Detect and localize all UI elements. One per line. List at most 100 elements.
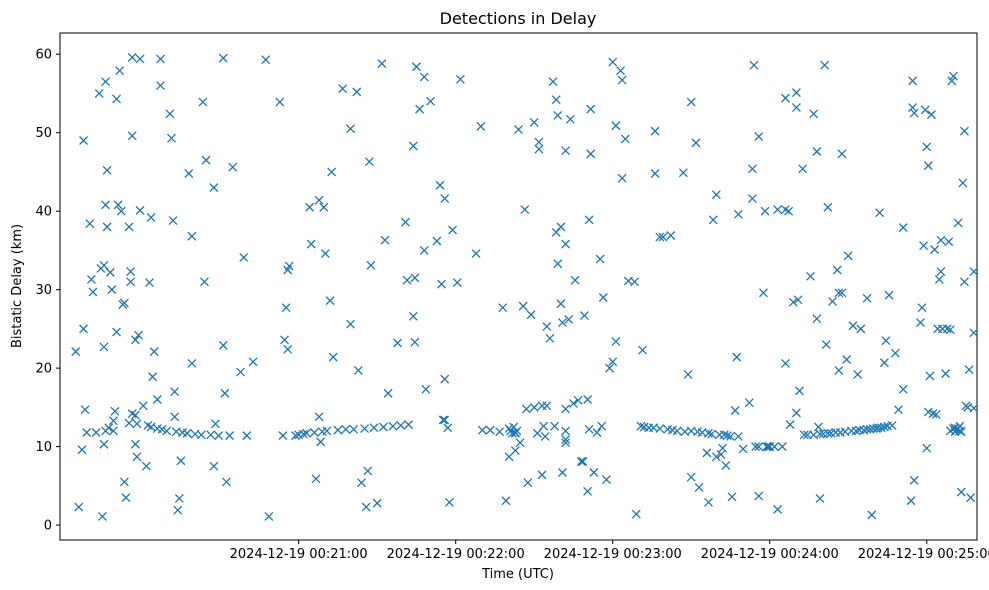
data-point <box>341 424 351 434</box>
data-point <box>214 431 224 441</box>
data-point <box>917 303 927 313</box>
data-point <box>638 345 648 355</box>
y-tick-label: 20 <box>35 362 52 377</box>
data-point <box>107 285 117 295</box>
data-point <box>598 293 608 302</box>
data-point <box>79 324 89 334</box>
data-point <box>928 409 938 419</box>
data-point <box>942 324 952 334</box>
x-tick-label: 2024-12-19 00:21:00 <box>230 547 368 562</box>
data-point <box>884 290 894 300</box>
data-point <box>124 418 134 428</box>
data-point <box>769 442 779 452</box>
data-point <box>730 406 740 415</box>
data-point <box>561 404 571 414</box>
data-point <box>529 402 539 412</box>
data-point <box>683 369 693 379</box>
data-point <box>264 511 274 521</box>
data-point <box>316 437 326 447</box>
data-point <box>82 428 92 437</box>
data-point <box>485 425 495 435</box>
data-point <box>79 136 89 145</box>
data-point <box>879 358 889 368</box>
data-point <box>132 419 142 429</box>
data-point <box>791 408 801 418</box>
data-point <box>74 502 84 512</box>
data-point <box>762 442 772 452</box>
data-point <box>620 134 630 144</box>
data-point <box>201 155 211 165</box>
data-point <box>130 335 140 345</box>
data-point <box>925 371 935 381</box>
data-point <box>435 180 445 190</box>
data-point <box>99 342 109 352</box>
data-point <box>210 419 220 429</box>
y-tick-label: 50 <box>35 126 52 141</box>
data-point <box>608 57 618 67</box>
data-point <box>650 169 660 178</box>
data-point <box>415 104 425 114</box>
data-point <box>298 429 308 439</box>
data-point <box>558 468 567 477</box>
data-point <box>126 277 136 287</box>
data-point <box>666 231 676 240</box>
data-point <box>920 105 930 115</box>
data-point <box>630 277 640 287</box>
data-point <box>708 215 718 225</box>
data-point <box>898 223 908 233</box>
data-point <box>813 422 823 432</box>
data-point <box>875 208 885 218</box>
data-point <box>969 267 979 277</box>
data-point <box>108 416 118 426</box>
data-point <box>820 60 830 70</box>
data-point <box>380 235 390 245</box>
data-point <box>958 178 968 188</box>
data-point <box>636 421 646 431</box>
data-point <box>561 239 571 249</box>
data-point <box>738 444 748 454</box>
data-point <box>583 395 593 404</box>
data-point <box>749 60 759 70</box>
data-point <box>510 446 520 455</box>
data-point <box>655 424 665 434</box>
data-point <box>532 428 542 438</box>
data-point <box>218 340 228 350</box>
data-point <box>352 87 362 97</box>
data-point <box>360 424 370 434</box>
data-point <box>931 409 941 419</box>
y-tick-label: 10 <box>35 440 52 455</box>
data-point <box>477 425 487 435</box>
data-point <box>206 430 216 440</box>
y-tick-label: 0 <box>44 519 52 534</box>
data-point <box>867 510 877 520</box>
data-point <box>498 303 508 313</box>
data-point <box>542 401 552 411</box>
chart-title: Detections in Delay <box>440 9 597 28</box>
data-point <box>908 76 918 86</box>
data-point <box>501 496 511 506</box>
data-point <box>545 333 555 343</box>
data-point <box>443 423 453 433</box>
data-point <box>146 212 156 222</box>
y-axis: 0 10 20 30 40 50 60 <box>35 48 60 534</box>
data-point <box>812 147 822 156</box>
data-point <box>115 66 125 76</box>
data-point <box>721 460 731 470</box>
data-point <box>556 299 566 309</box>
data-point <box>440 415 450 425</box>
data-point <box>948 71 958 81</box>
data-point <box>196 430 206 440</box>
data-point <box>187 231 197 241</box>
data-point <box>91 428 101 437</box>
data-point <box>828 296 838 306</box>
data-point <box>909 475 919 485</box>
data-point <box>784 206 794 216</box>
data-point <box>322 426 332 436</box>
data-point <box>763 442 773 452</box>
data-point <box>732 352 742 362</box>
data-point <box>806 271 816 281</box>
x-tick-label: 2024-12-19 00:22:00 <box>387 547 525 562</box>
data-point <box>101 200 110 210</box>
data-point <box>733 431 743 441</box>
data-point <box>366 260 376 270</box>
